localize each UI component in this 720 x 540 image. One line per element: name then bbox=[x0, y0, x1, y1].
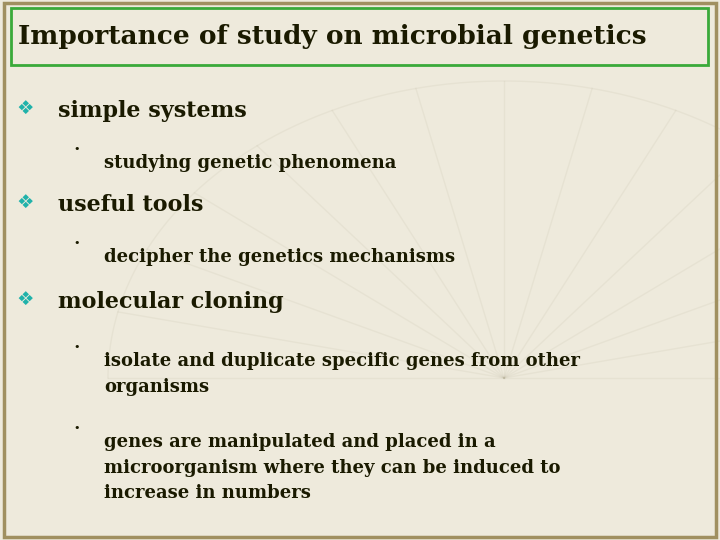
Text: •: • bbox=[73, 423, 81, 433]
Text: ❖: ❖ bbox=[17, 193, 34, 212]
Text: simple systems: simple systems bbox=[58, 100, 246, 122]
Text: genes are manipulated and placed in a
microorganism where they can be induced to: genes are manipulated and placed in a mi… bbox=[104, 433, 561, 503]
Text: •: • bbox=[73, 144, 81, 153]
Text: useful tools: useful tools bbox=[58, 194, 203, 216]
Text: isolate and duplicate specific genes from other
organisms: isolate and duplicate specific genes fro… bbox=[104, 352, 580, 396]
FancyBboxPatch shape bbox=[11, 8, 708, 65]
Text: •: • bbox=[73, 342, 81, 352]
Text: molecular cloning: molecular cloning bbox=[58, 292, 283, 313]
Text: studying genetic phenomena: studying genetic phenomena bbox=[104, 154, 397, 172]
Text: •: • bbox=[73, 238, 81, 248]
Text: ❖: ❖ bbox=[17, 290, 34, 309]
Text: decipher the genetics mechanisms: decipher the genetics mechanisms bbox=[104, 248, 456, 266]
Text: Importance of study on microbial genetics: Importance of study on microbial genetic… bbox=[18, 24, 647, 49]
Text: ❖: ❖ bbox=[17, 98, 34, 118]
